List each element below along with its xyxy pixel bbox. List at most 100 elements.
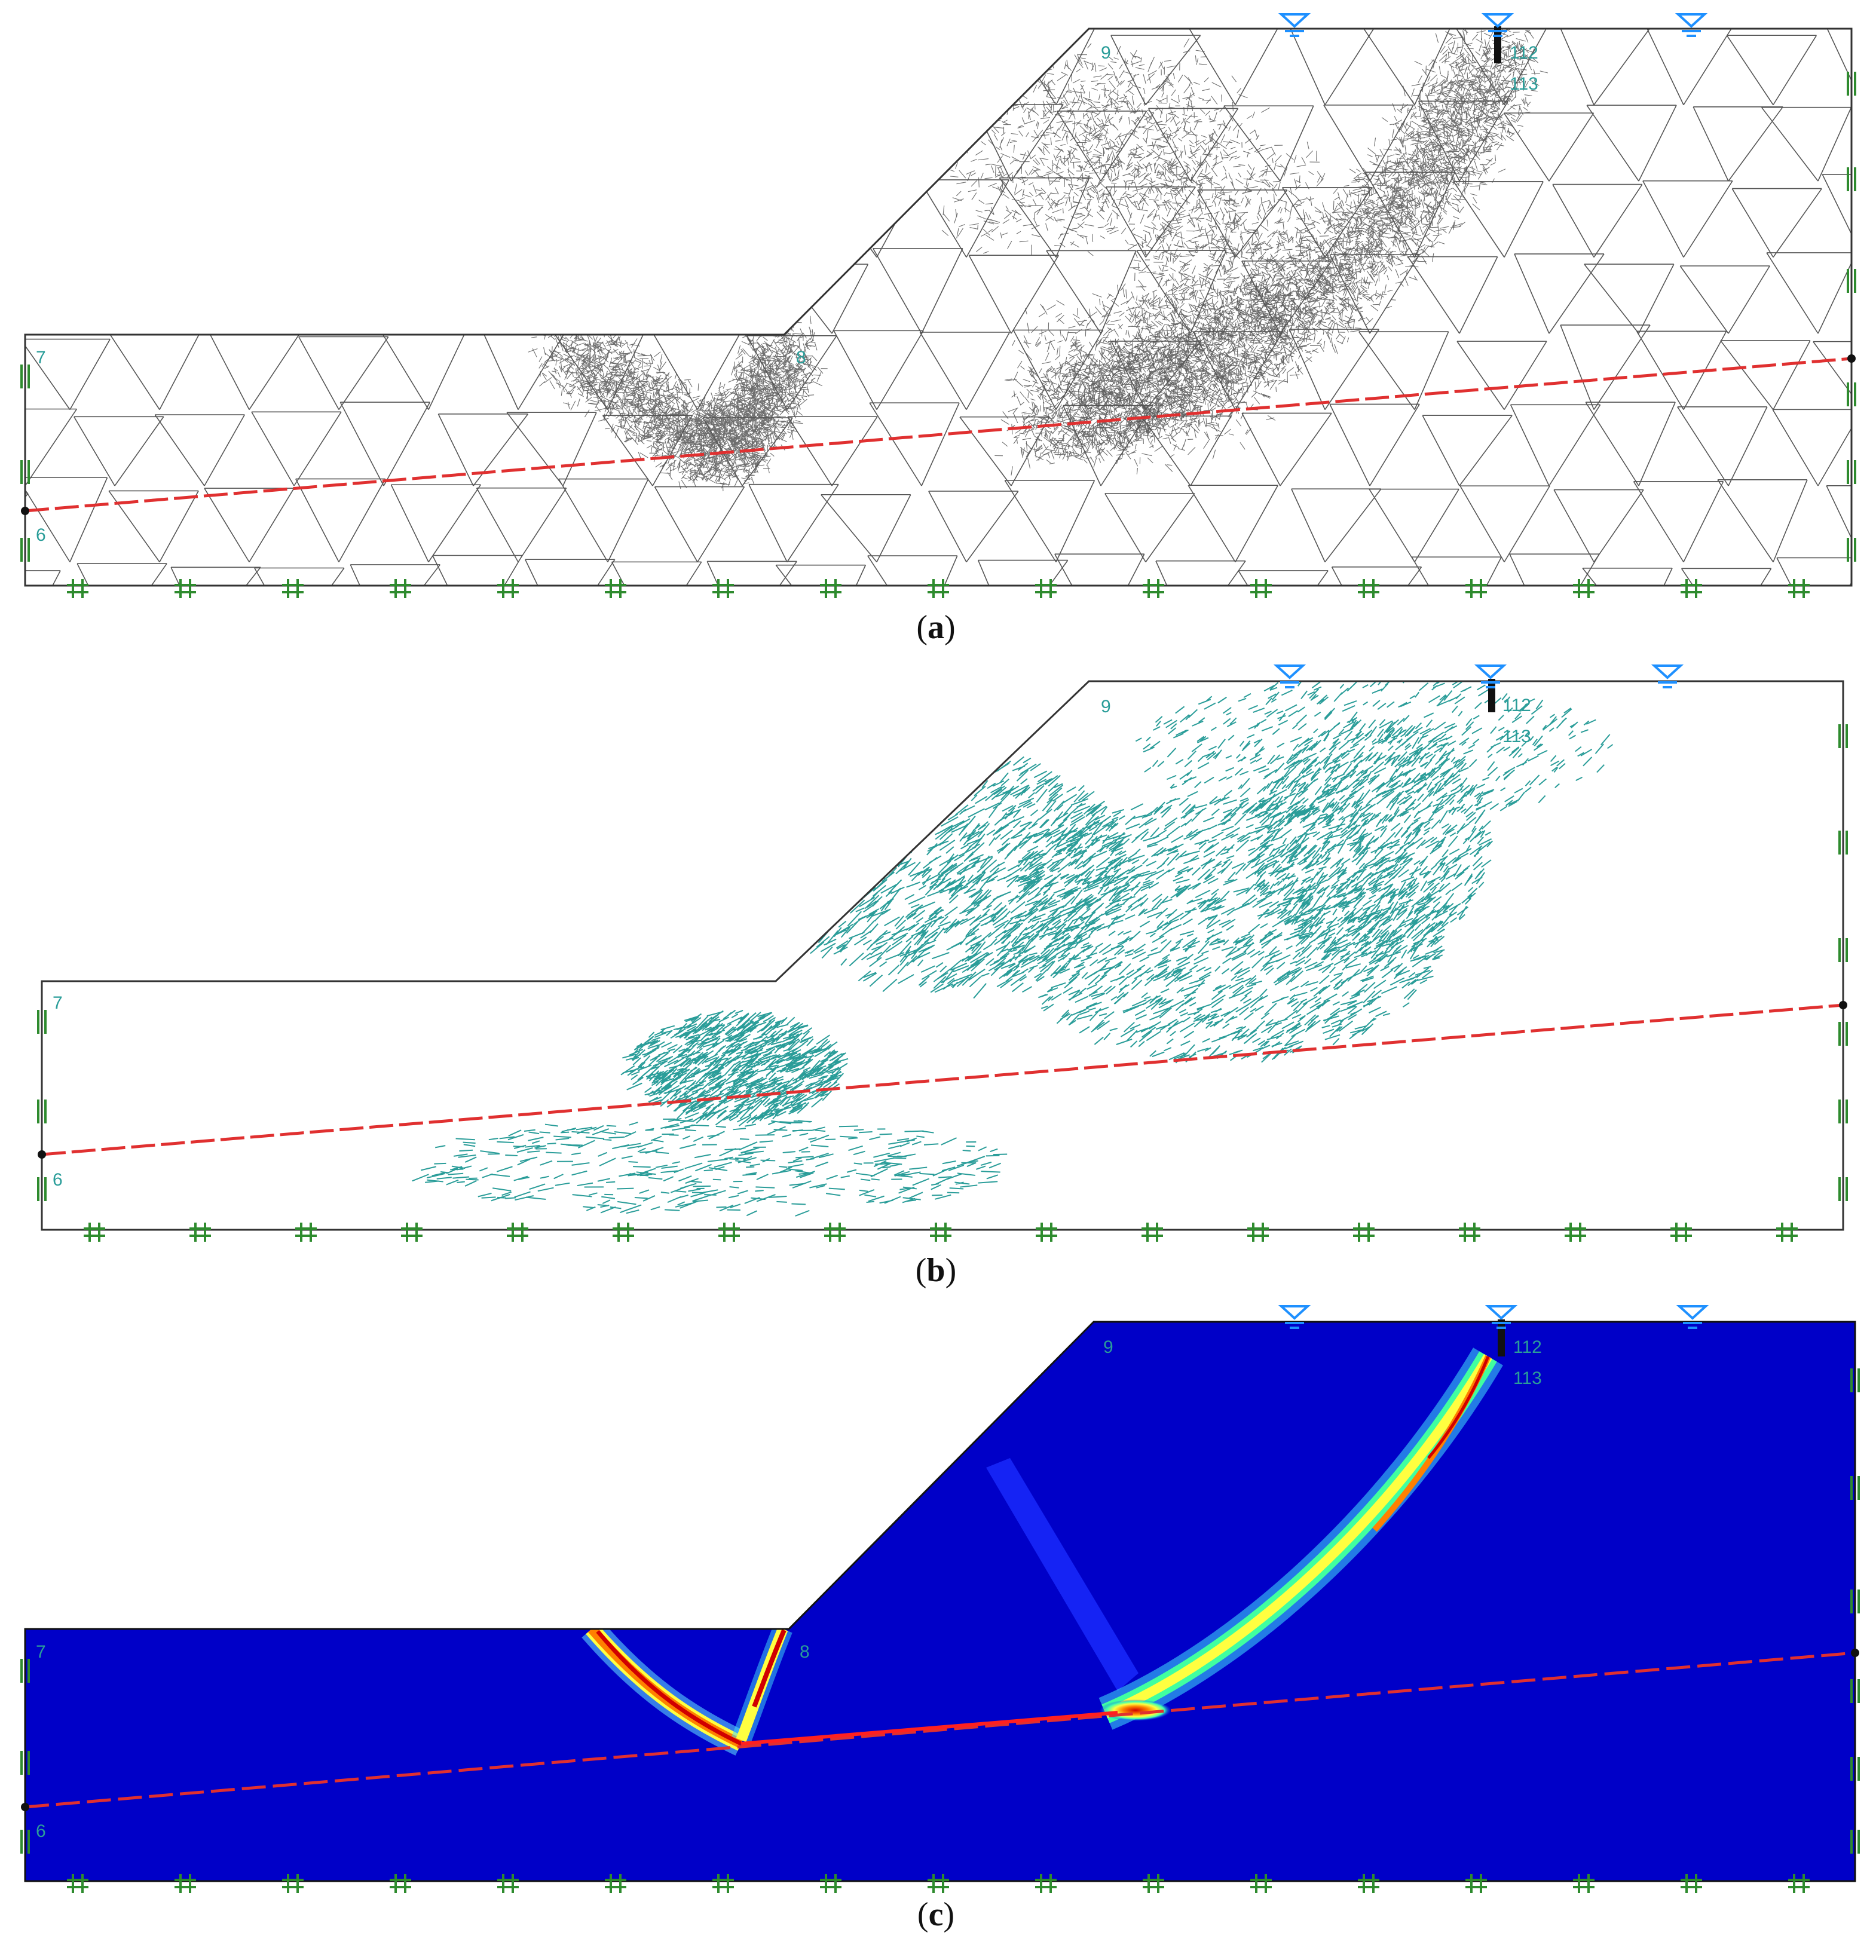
anchor-label-bottom: 113 xyxy=(1513,1368,1542,1388)
panel-c-shear-strain-contours: 7 6 9 8 112 113 xyxy=(20,1305,1860,1893)
fixed-support-icon xyxy=(1358,579,1379,598)
roller-support-icon xyxy=(20,1751,30,1775)
roller-support-icon xyxy=(37,1100,47,1123)
weak-layer xyxy=(41,1003,1844,1156)
layer-end-point xyxy=(38,1150,46,1159)
fixed-support-icon xyxy=(1036,1223,1057,1242)
fixed-support-icon xyxy=(189,1223,211,1242)
roller-support-icon xyxy=(1838,1100,1848,1123)
layer-end-point xyxy=(1839,1001,1847,1009)
roller-support-icon xyxy=(1847,460,1856,484)
vector-field xyxy=(412,681,1614,1217)
fixed-support-icon xyxy=(67,579,1810,598)
fixed-support-icon xyxy=(497,1874,519,1893)
contour-field xyxy=(25,1322,1855,1881)
roller-support-icon xyxy=(1850,1830,1860,1854)
fixed-support-icon xyxy=(175,1874,196,1893)
fixed-support-icon xyxy=(1353,1223,1375,1242)
slope-boundary xyxy=(24,1321,1856,1882)
fixed-support-icon xyxy=(1247,1223,1269,1242)
roller-support-icon xyxy=(1850,1476,1860,1500)
anchor-label-top: 112 xyxy=(1510,43,1538,63)
roller-support-icon xyxy=(20,460,30,484)
fixed-support-icon xyxy=(401,1223,423,1242)
fixed-support-icon xyxy=(295,1223,317,1242)
roller-support-icon xyxy=(1838,724,1848,1201)
fixed-support-icon xyxy=(1573,1874,1595,1893)
fixed-support-icon xyxy=(507,1223,528,1242)
mesh-fine-left xyxy=(25,29,1851,586)
fixed-support-icon xyxy=(1681,1874,1702,1893)
point-label-8: 8 xyxy=(800,1642,810,1662)
roller-support-icon xyxy=(20,1659,30,1854)
fixed-support-icon xyxy=(1670,1223,1692,1242)
panel-b-displacement-vectors: 7 6 9 112 113 xyxy=(37,664,1848,1242)
fixed-support-icon xyxy=(712,1874,734,1893)
layer-end-point xyxy=(21,507,29,515)
fixed-support-icon xyxy=(1035,579,1057,598)
roller-support-icon xyxy=(20,365,30,562)
fixed-support-icon xyxy=(930,1223,951,1242)
fixed-support-icon xyxy=(1250,579,1272,598)
fixed-support-icon xyxy=(67,1874,88,1893)
fixed-support-icon xyxy=(390,579,411,598)
anchor-label-bottom: 113 xyxy=(1510,74,1538,94)
anchor-icon xyxy=(1488,679,1495,712)
roller-support-icon xyxy=(1850,1679,1860,1703)
slope-boundary xyxy=(41,680,1844,1231)
water-table-icon xyxy=(1676,1305,1709,1329)
fixed-support-icon xyxy=(613,1223,634,1242)
roller-support-icon xyxy=(20,538,30,562)
point-label-7: 7 xyxy=(36,1642,46,1662)
panel-a-mesh: 7 6 9 8 112 113 xyxy=(20,13,1856,598)
point-label-9: 9 xyxy=(1101,697,1111,716)
slope-boundary xyxy=(24,27,1853,587)
fixed-support-icon xyxy=(928,579,949,598)
roller-support-icon xyxy=(1847,538,1856,562)
roller-support-icon xyxy=(20,365,30,388)
roller-support-icon xyxy=(37,1177,47,1201)
roller-support-icon xyxy=(37,1010,47,1201)
fixed-support-icon xyxy=(1776,1223,1798,1242)
point-label-7: 7 xyxy=(36,348,46,368)
fixed-support-icon xyxy=(712,579,734,598)
fixed-support-icon xyxy=(718,1223,740,1242)
fixed-support-icon xyxy=(282,579,304,598)
water-table-icon xyxy=(1273,664,1306,688)
point-label-6: 6 xyxy=(36,525,46,545)
fixed-support-icon xyxy=(1358,1874,1379,1893)
fixed-support-icon xyxy=(390,1874,411,1893)
water-table-icon xyxy=(1474,664,1507,688)
point-label-6: 6 xyxy=(53,1170,63,1190)
fixed-support-icon xyxy=(84,1223,1798,1242)
fixed-support-icon xyxy=(928,1874,949,1893)
fixed-support-icon xyxy=(1459,1223,1480,1242)
caption-c: (c) xyxy=(917,1896,955,1933)
weak-layer xyxy=(25,1651,1856,1809)
roller-support-icon xyxy=(1838,724,1848,748)
roller-support-icon xyxy=(1850,1368,1860,1854)
fixed-support-icon xyxy=(1250,1874,1272,1893)
fixed-support-icon xyxy=(605,1874,626,1893)
roller-support-icon xyxy=(37,1010,47,1034)
fixed-support-icon xyxy=(282,1874,304,1893)
caption-a: (a) xyxy=(916,609,956,646)
fixed-support-icon xyxy=(175,579,196,598)
roller-support-icon xyxy=(1850,1590,1860,1613)
fixed-support-icon xyxy=(1565,1223,1586,1242)
roller-support-icon xyxy=(1838,1177,1848,1201)
fixed-support-icon xyxy=(605,579,626,598)
point-label-8: 8 xyxy=(796,348,806,368)
layer-end-point xyxy=(21,1803,29,1811)
water-table-icon xyxy=(1651,664,1684,688)
point-label-9: 9 xyxy=(1101,43,1111,63)
fixed-support-icon xyxy=(820,1874,841,1893)
fixed-support-icon xyxy=(497,579,519,598)
roller-support-icon xyxy=(1847,72,1856,96)
water-table-icon xyxy=(1278,13,1311,37)
fixed-support-icon xyxy=(1143,1874,1164,1893)
fixed-support-icon xyxy=(1788,1874,1810,1893)
point-label-9: 9 xyxy=(1103,1337,1113,1357)
fixed-support-icon xyxy=(1465,1874,1487,1893)
